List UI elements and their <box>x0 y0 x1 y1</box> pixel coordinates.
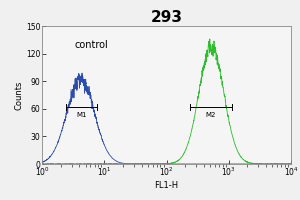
Text: control: control <box>74 40 108 50</box>
Title: 293: 293 <box>151 10 182 25</box>
Y-axis label: Counts: Counts <box>14 80 23 110</box>
Text: M1: M1 <box>76 112 86 118</box>
X-axis label: FL1-H: FL1-H <box>154 181 178 190</box>
Text: M2: M2 <box>206 112 216 118</box>
